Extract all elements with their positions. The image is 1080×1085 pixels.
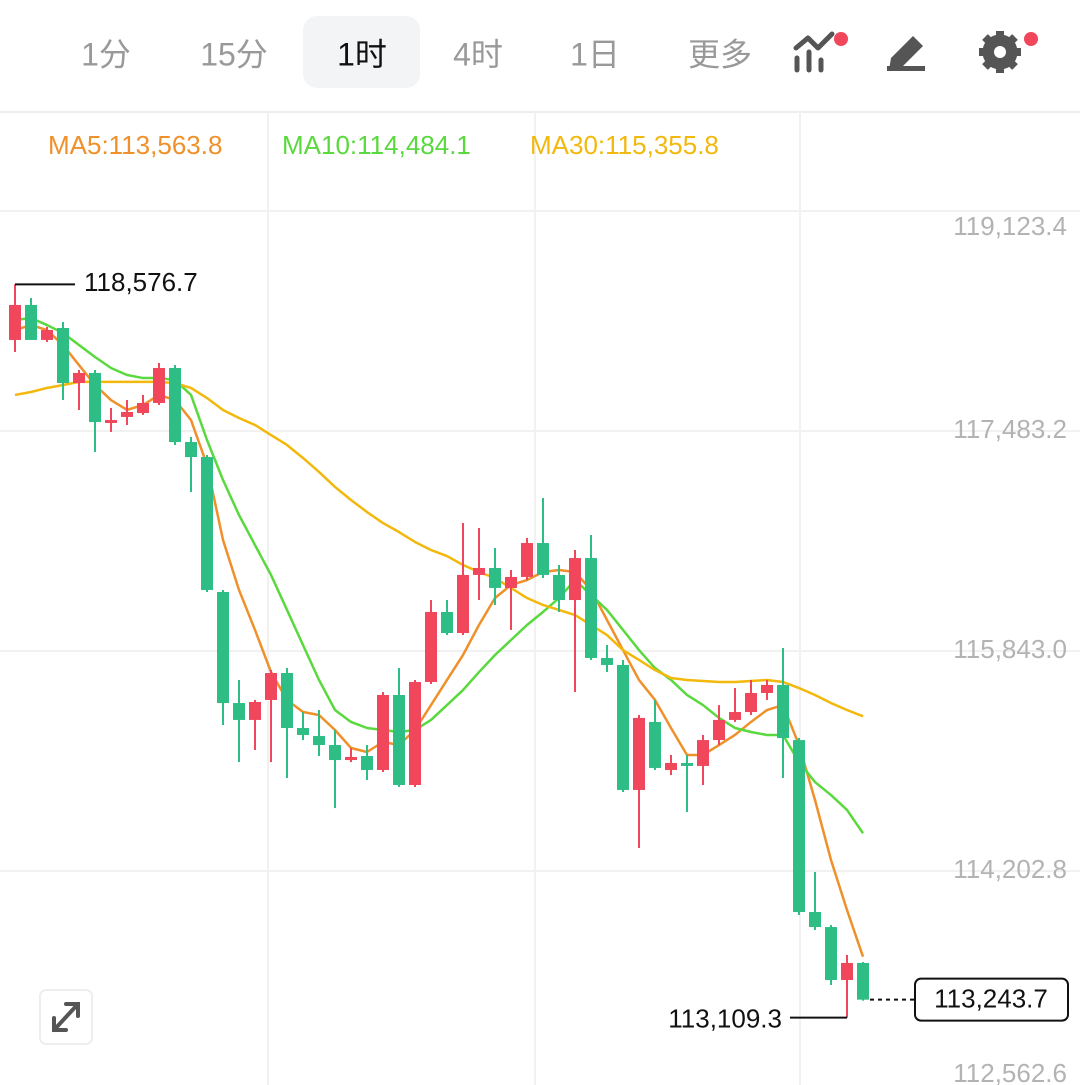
candle-body <box>457 574 469 634</box>
candle-body <box>713 719 725 741</box>
candle-body <box>361 756 373 770</box>
ma-line <box>14 380 864 718</box>
candle-body <box>73 372 85 384</box>
candle-body <box>441 611 453 634</box>
candle-body <box>121 411 133 417</box>
tab[interactable]: 1分 <box>81 36 131 72</box>
tab[interactable]: 4时 <box>453 36 503 72</box>
tab[interactable]: 更多 <box>688 36 752 72</box>
candle-body <box>745 692 757 713</box>
candle-body <box>841 962 853 981</box>
candle-body <box>281 672 293 728</box>
candle-body <box>793 740 805 913</box>
candle-body <box>41 330 53 340</box>
candle-body <box>665 762 677 770</box>
candle-body <box>153 367 165 403</box>
candle-body <box>537 543 549 575</box>
candle-body <box>329 745 341 761</box>
candle-body <box>249 701 261 720</box>
candle-body <box>777 684 789 739</box>
candle-body <box>649 721 661 768</box>
candle-body <box>633 717 645 790</box>
candle-body <box>201 457 213 590</box>
y-tick-label: 117,483.2 <box>953 414 1067 444</box>
y-tick-label: 119,123.4 <box>953 211 1067 241</box>
high-label: 118,576.7 <box>84 267 198 297</box>
candle-body <box>217 591 229 704</box>
candle-body <box>265 672 277 700</box>
last-price-label: 113,243.7 <box>934 984 1048 1014</box>
candle-body <box>729 712 741 720</box>
candle-body <box>473 567 485 575</box>
last-price-box <box>914 977 1069 1022</box>
candle-body <box>553 574 565 601</box>
tab[interactable]: 1时 <box>337 36 387 72</box>
legend-entry: MA5:113,563.8 <box>48 130 222 160</box>
candle-body <box>569 558 581 601</box>
candle-body <box>489 567 501 588</box>
candle-body <box>297 727 309 735</box>
candle-body <box>425 611 437 682</box>
selected-tab-bg <box>303 16 420 88</box>
ma-line <box>14 323 865 958</box>
candle-body <box>521 543 533 577</box>
candle-body <box>409 681 421 785</box>
candle-body <box>233 703 245 720</box>
plot: 1分 15分 1时 4时 1日 更多 119,123.4 117,483.2 115,843.0… <box>0 36 1080 1085</box>
tab[interactable]: 1日 <box>570 36 620 72</box>
candle-body <box>137 402 149 414</box>
candle-body <box>505 576 517 588</box>
legend-entry: MA30:115,355.8 <box>530 130 719 160</box>
candle-body <box>809 912 821 928</box>
tab[interactable]: 15分 <box>200 36 268 72</box>
candle-body <box>105 420 117 423</box>
settings-icon[interactable] <box>979 31 1038 73</box>
candle-body <box>393 694 405 785</box>
candle-body <box>617 664 629 790</box>
candle-body <box>377 694 389 770</box>
candle-body <box>585 558 597 658</box>
expand-button[interactable] <box>39 989 93 1045</box>
candle-body <box>57 328 69 384</box>
legend-entry: MA10:114,484.1 <box>282 130 471 160</box>
y-tick-label: 114,202.8 <box>953 854 1067 884</box>
candle-body <box>169 367 181 443</box>
candle-body <box>89 372 101 423</box>
candle-body <box>9 304 21 340</box>
candle-body <box>185 442 197 458</box>
candle-body <box>25 304 37 340</box>
candle-body <box>345 756 357 761</box>
low-label: 113,109.3 <box>668 1004 782 1034</box>
y-tick-label: 112,562.6 <box>953 1058 1067 1085</box>
candle-body <box>697 740 709 766</box>
candle-body <box>857 962 869 1000</box>
candle-body <box>825 927 837 981</box>
candle-body <box>601 657 613 665</box>
y-tick-label: 115,843.0 <box>953 634 1067 664</box>
indicator-icon[interactable] <box>793 31 848 73</box>
candle-body <box>313 736 325 746</box>
candle-body <box>761 684 773 693</box>
candle-body <box>681 762 693 766</box>
draw-icon[interactable] <box>887 36 925 71</box>
